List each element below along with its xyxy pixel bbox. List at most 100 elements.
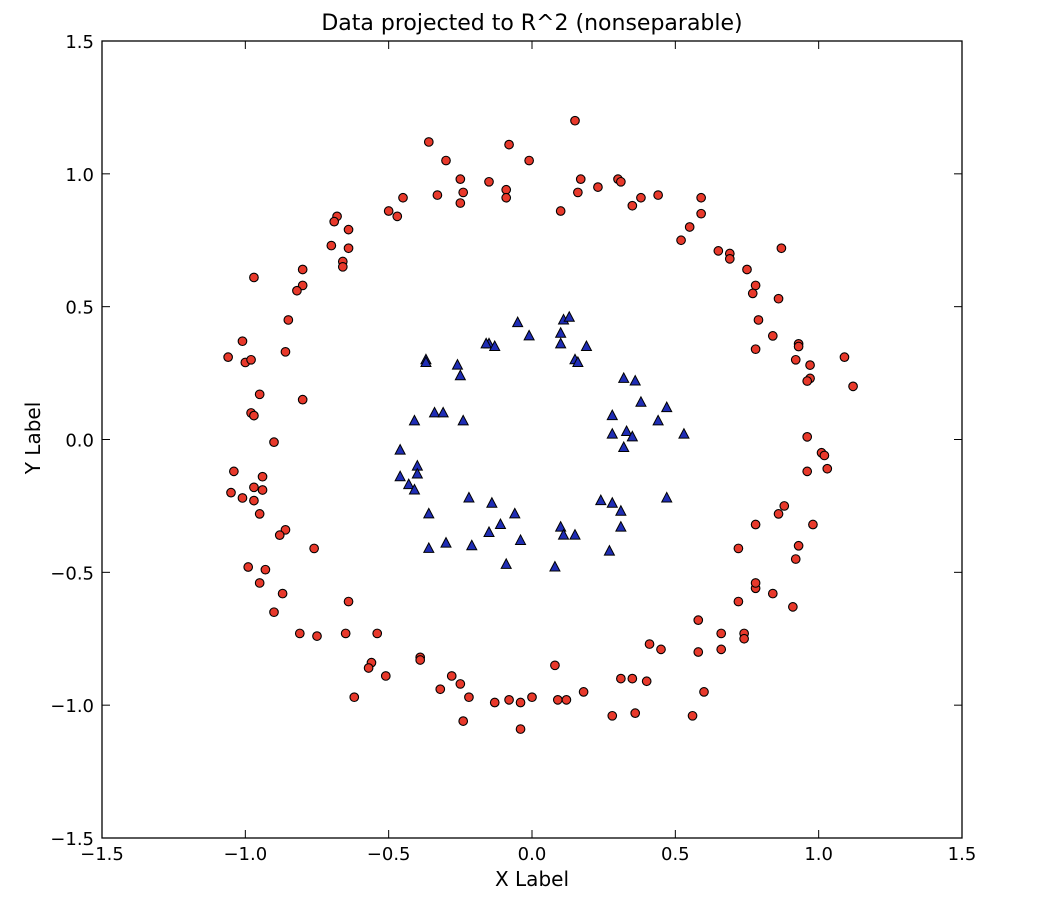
inner-class-triangle-point bbox=[500, 557, 513, 569]
outer-class-circle-point bbox=[552, 695, 563, 705]
outer-class-circle-point bbox=[237, 493, 248, 503]
outer-class-circle-point bbox=[656, 644, 666, 655]
outer-class-circle-point bbox=[630, 708, 641, 718]
outer-class-circle-point bbox=[249, 410, 259, 421]
outer-class-circle-point bbox=[504, 139, 514, 150]
outer-class-circle-point bbox=[750, 344, 761, 355]
outer-class-circle-point bbox=[767, 331, 778, 341]
inner-class-triangle-point bbox=[635, 395, 647, 407]
inner-class-triangle-point bbox=[615, 504, 627, 516]
inner-class-triangle-point bbox=[411, 467, 424, 479]
inner-class-triangle-point bbox=[508, 507, 521, 519]
outer-class-circle-point bbox=[441, 155, 451, 166]
outer-class-circle-point bbox=[636, 192, 646, 203]
inner-class-triangle-point bbox=[488, 339, 501, 352]
outer-class-circle-point bbox=[848, 381, 858, 392]
outer-class-circle-point bbox=[578, 687, 589, 697]
outer-class-circle-point bbox=[274, 530, 285, 540]
outer-class-circle-point bbox=[644, 639, 655, 649]
inner-class-triangle-point bbox=[514, 533, 527, 545]
outer-class-circle-point bbox=[773, 293, 784, 304]
outer-class-circle-point bbox=[343, 596, 354, 607]
outer-class-circle-point bbox=[254, 509, 265, 519]
inner-class-triangle-point bbox=[440, 536, 452, 548]
outer-class-circle-point bbox=[229, 466, 239, 477]
inner-class-triangle-point bbox=[457, 414, 470, 426]
outer-class-circle-point bbox=[550, 660, 560, 671]
inner-class-triangle-point bbox=[563, 310, 576, 322]
outer-class-circle-point bbox=[269, 607, 279, 618]
outer-class-circle-point bbox=[297, 394, 308, 405]
inner-class-triangle-point bbox=[606, 427, 619, 439]
y-tick-label: 1.5 bbox=[65, 32, 94, 53]
outer-class-circle-point bbox=[573, 187, 583, 198]
outer-class-circle-point bbox=[254, 578, 265, 588]
outer-class-circle-point bbox=[733, 543, 744, 554]
outer-class-circle-point bbox=[329, 216, 340, 227]
outer-class-circle-point bbox=[246, 354, 256, 365]
outer-class-circle-point bbox=[257, 471, 268, 482]
data-points bbox=[223, 115, 858, 734]
inner-class-triangle-point bbox=[606, 496, 619, 508]
outer-class-circle-point bbox=[280, 346, 291, 357]
inner-class-triangle-point bbox=[486, 496, 498, 508]
outer-class-circle-point bbox=[455, 174, 466, 184]
x-tick-label: 0.5 bbox=[661, 844, 690, 865]
inner-class-triangle-point bbox=[620, 424, 633, 437]
x-tick-label: −1.0 bbox=[223, 844, 267, 865]
outer-class-circle-point bbox=[249, 482, 259, 493]
outer-class-circle-point bbox=[767, 588, 778, 599]
inner-class-triangle-point bbox=[422, 541, 435, 553]
outer-class-circle-point bbox=[297, 264, 308, 275]
inner-class-triangle-point bbox=[394, 470, 406, 482]
inner-class-triangle-point bbox=[606, 409, 619, 421]
inner-class-triangle-point bbox=[660, 491, 673, 503]
inner-class-triangle-point bbox=[402, 478, 415, 490]
outer-class-circle-point bbox=[696, 192, 706, 203]
outer-class-circle-point bbox=[776, 243, 787, 254]
y-tick-label: 1.0 bbox=[65, 165, 94, 186]
outer-class-circle-point bbox=[616, 176, 626, 187]
inner-class-triangle-point bbox=[617, 371, 630, 383]
inner-class-triangle-point bbox=[569, 528, 581, 540]
outer-class-circle-point bbox=[243, 562, 254, 572]
outer-class-circle-point bbox=[349, 692, 360, 703]
outer-class-circle-point bbox=[269, 437, 279, 448]
y-tick-label: 0.5 bbox=[65, 298, 94, 319]
outer-class-circle-point bbox=[380, 671, 391, 681]
outer-class-circle-point bbox=[693, 615, 704, 626]
inner-class-triangle-point bbox=[511, 316, 524, 328]
outer-class-circle-point bbox=[641, 676, 652, 687]
outer-class-circle-point bbox=[607, 710, 618, 721]
inner-class-triangle-point bbox=[626, 430, 639, 442]
outer-class-circle-point bbox=[693, 647, 704, 657]
outer-class-circle-point bbox=[819, 450, 830, 461]
inner-class-triangle-point bbox=[615, 520, 627, 532]
inner-class-triangle-point bbox=[422, 507, 435, 519]
outer-class-circle-point bbox=[822, 463, 833, 474]
plot-background bbox=[102, 41, 962, 838]
outer-class-circle-point bbox=[733, 596, 744, 607]
outer-class-circle-point bbox=[223, 352, 233, 362]
outer-class-circle-point bbox=[527, 692, 537, 703]
axis-ticks: −1.5 −1.0 −0.5 0.0 0.5 1.0 1.5 −1.5 −1.0 −0.5 0.0 0… bbox=[50, 32, 976, 865]
inner-class-triangle-point bbox=[603, 544, 616, 556]
outer-class-circle-point bbox=[790, 554, 801, 564]
x-tick-label: 1.0 bbox=[804, 844, 833, 865]
outer-class-circle-point bbox=[790, 354, 801, 365]
outer-class-circle-point bbox=[309, 543, 319, 554]
outer-class-circle-point bbox=[742, 264, 752, 275]
inner-class-triangle-point bbox=[572, 355, 584, 367]
outer-class-circle-point bbox=[455, 198, 466, 208]
outer-class-circle-point bbox=[575, 174, 586, 184]
inner-class-triangle-point bbox=[580, 339, 593, 352]
inner-class-triangle-point bbox=[394, 443, 406, 455]
outer-class-circle-point bbox=[570, 115, 580, 126]
outer-class-circle-point bbox=[676, 235, 686, 246]
outer-class-circle-point bbox=[446, 671, 457, 681]
outer-class-circle-point bbox=[292, 285, 302, 296]
outer-class-circle-point bbox=[249, 272, 259, 283]
outer-class-circle-point bbox=[561, 695, 572, 705]
outer-class-circle-point bbox=[458, 716, 469, 726]
outer-class-circle-point bbox=[687, 710, 698, 721]
